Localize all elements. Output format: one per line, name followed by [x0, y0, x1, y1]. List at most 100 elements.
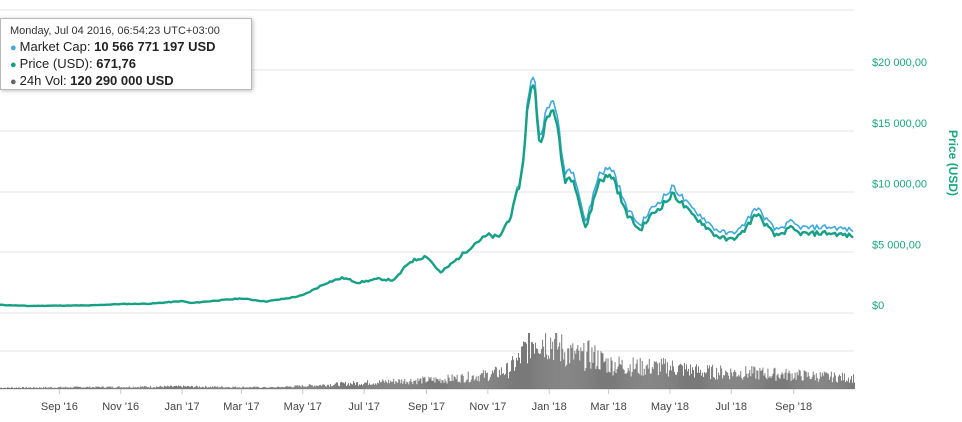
volume-bar [354, 382, 355, 389]
volume-bar [795, 379, 797, 389]
volume-bar [38, 387, 40, 389]
volume-bar [480, 373, 482, 389]
volume-bar [433, 377, 435, 389]
tooltip: Monday, Jul 04 2016, 06:54:23 UTC+03:00 … [0, 18, 252, 90]
volume-bar [334, 383, 336, 389]
volume-bar [295, 385, 297, 389]
volume-bar [51, 387, 53, 389]
volume-bar [437, 379, 439, 389]
volume-bar [342, 382, 343, 389]
volume-bar [561, 334, 563, 389]
volume-bar [221, 386, 223, 389]
volume-bar [615, 373, 617, 389]
volume-bar [604, 361, 606, 389]
x-tick-label: Mar '17 [223, 401, 259, 413]
volume-bar [837, 376, 839, 389]
volume-bar [664, 358, 666, 389]
volume-bar [683, 375, 684, 389]
volume-bar [527, 363, 528, 389]
volume-bar [404, 379, 406, 389]
volume-bar [352, 384, 353, 389]
volume-bar [446, 383, 448, 389]
volume-bar [728, 375, 730, 389]
volume-bar [101, 386, 103, 389]
volume-bar [589, 362, 591, 389]
volume-bar [186, 386, 187, 389]
volume-bar [24, 388, 26, 389]
volume-bar [710, 379, 712, 389]
volume-bar [199, 386, 201, 389]
volume-bar [789, 373, 791, 389]
volume-bar [11, 387, 12, 389]
volume-bar [53, 387, 55, 389]
volume-bar [606, 372, 608, 389]
volume-bar [717, 379, 719, 389]
volume-bar [620, 364, 622, 389]
volume-bar [639, 357, 641, 389]
volume-bar [4, 387, 5, 389]
volume-bar [136, 386, 138, 389]
volume-bar [80, 387, 82, 389]
volume-bar [421, 383, 423, 389]
volume-bar [774, 367, 776, 389]
volume-bar [823, 371, 825, 389]
volume-bar [572, 343, 574, 389]
y-tick-label: $10 000,00 [872, 179, 927, 191]
volume-bar [235, 386, 237, 389]
volume-bar [807, 372, 809, 389]
volume-bar [413, 380, 415, 389]
y-tick-label: $15 000,00 [872, 118, 927, 130]
volume-bar [258, 387, 260, 389]
volume-bar [705, 373, 707, 389]
volume-bar [178, 385, 179, 389]
volume-bar [1, 387, 2, 389]
volume-bar [471, 375, 473, 389]
y-tick-label: $5 000,00 [872, 239, 921, 251]
volume-bar [323, 384, 325, 389]
volume-bar [771, 376, 773, 389]
volume-bar [282, 386, 284, 389]
volume-bar [86, 386, 88, 389]
volume-bar [799, 370, 801, 389]
volume-bar [487, 381, 489, 389]
volume-bar [501, 374, 503, 389]
volume-bar [570, 344, 572, 389]
volume-bar [454, 376, 456, 389]
volume-bar [301, 384, 303, 389]
volume-bar [241, 387, 243, 389]
volume-bar [681, 365, 683, 389]
volume-bar [504, 373, 506, 389]
volume-bar [74, 386, 76, 389]
volume-bar [545, 333, 547, 389]
volume-bar [485, 373, 487, 389]
volume-bar [116, 386, 118, 389]
volume-bar [335, 382, 337, 389]
volume-bar [686, 364, 687, 389]
volume-bar [473, 380, 475, 389]
volume-bar [331, 386, 333, 389]
volume-bar [207, 387, 209, 389]
x-tick-label: Jan '17 [164, 401, 199, 413]
volume-bar [677, 365, 679, 389]
volume-bar [201, 387, 203, 389]
volume-bar [213, 387, 215, 389]
tooltip-row-volume: ● 24h Vol: 120 290 000 USD [10, 73, 251, 90]
volume-bar [253, 386, 255, 389]
volume-bar [505, 363, 507, 389]
volume-bar [537, 349, 539, 389]
volume-bar [736, 376, 738, 389]
volume-bar [257, 386, 259, 389]
volume-bar [557, 349, 559, 389]
volume-bar [703, 376, 705, 389]
volume-bar [93, 387, 95, 389]
volume-bar [172, 386, 173, 389]
volume-bar [111, 386, 113, 389]
volume-bar [228, 386, 230, 389]
volume-bar [565, 366, 567, 389]
x-tick-label: Jul '18 [716, 401, 747, 413]
volume-bar [568, 348, 570, 389]
volume-bar [701, 375, 702, 389]
volume-bar [797, 375, 799, 389]
volume-bar [787, 373, 789, 389]
